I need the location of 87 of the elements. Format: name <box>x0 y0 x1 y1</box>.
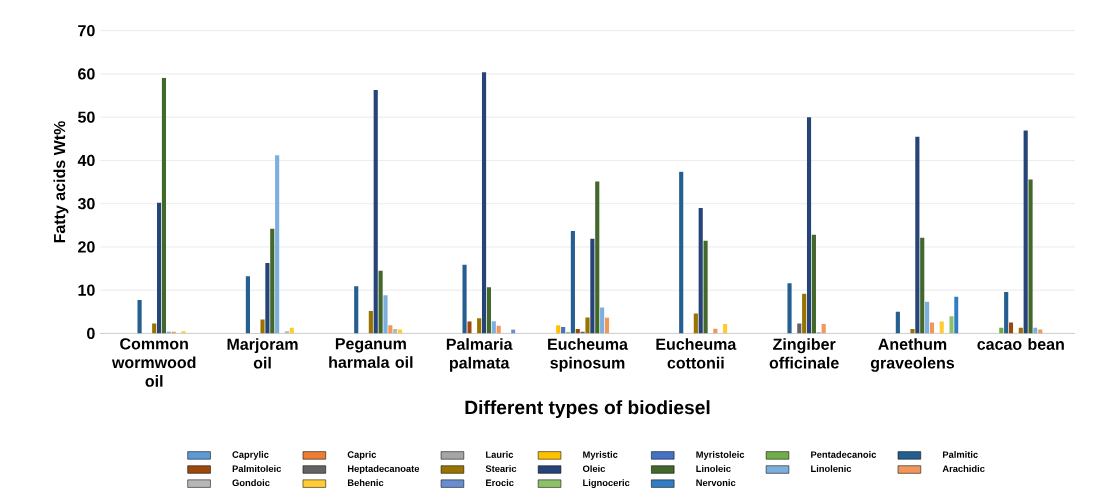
y-tick-label: 40 <box>77 154 95 167</box>
bar <box>570 230 575 334</box>
legend-label: Gondoic <box>232 479 270 487</box>
bar <box>915 136 920 334</box>
bar <box>481 72 487 334</box>
bar <box>245 276 250 334</box>
bar <box>698 207 703 334</box>
legend-label: Nervonic <box>696 479 736 487</box>
legend-label: Lignoceric <box>583 479 630 488</box>
bar <box>703 240 708 334</box>
y-tick-label: 50 <box>78 111 95 123</box>
bar <box>821 323 826 334</box>
legend-label: Linoleic <box>696 465 731 472</box>
bar <box>161 77 167 334</box>
x-tick-label: Anethum graveolens <box>870 338 955 372</box>
bar <box>895 311 900 334</box>
y-tick-label: 60 <box>78 68 95 80</box>
bar <box>1004 291 1009 334</box>
legend-label: Erocic <box>486 479 514 487</box>
x-tick-label: Eucheuma cottonii <box>656 338 737 369</box>
x-axis-title: Different types of biodiesel <box>465 400 710 419</box>
x-tick-label: Peganum harmala oil <box>329 338 413 368</box>
bar <box>477 318 482 334</box>
bar <box>806 117 812 334</box>
legend-label: Stearic <box>485 465 517 472</box>
legend-label: Oleic <box>582 465 606 472</box>
bar <box>491 321 496 334</box>
bar <box>693 313 698 334</box>
bar <box>590 238 595 334</box>
legend-label: Capric <box>347 450 377 460</box>
bar <box>378 270 383 334</box>
y-tick-label: 10 <box>78 284 95 296</box>
bar <box>802 293 807 334</box>
bar <box>556 325 561 334</box>
legend-label: Lauric <box>486 450 514 458</box>
bar <box>270 228 275 334</box>
bar <box>679 171 684 334</box>
bar <box>1023 130 1028 334</box>
x-tick-label: Common wormwood oil <box>111 338 196 387</box>
bar <box>260 319 265 334</box>
bar <box>797 323 802 334</box>
legend-label: Palmitic <box>942 450 978 458</box>
bar <box>925 301 930 334</box>
legend-label: Behenic <box>347 479 384 487</box>
x-tick-label: Eucheuma spinosum <box>548 338 629 372</box>
bar <box>585 317 590 334</box>
bar <box>486 287 491 334</box>
bar <box>595 181 600 334</box>
y-tick-label: 0 <box>87 327 95 340</box>
legend-label: Pentadecanoic <box>811 450 877 458</box>
bar <box>383 295 388 334</box>
bar <box>604 317 610 334</box>
bar <box>388 325 393 334</box>
bar <box>368 310 373 334</box>
bar <box>787 283 792 334</box>
legend-label: Myristoleic <box>696 450 745 460</box>
y-axis-title: Fatty acids Wt% <box>53 121 69 243</box>
bar <box>723 323 728 334</box>
bar <box>811 234 816 334</box>
y-tick-label: 20 <box>78 241 95 253</box>
y-tick-label: 30 <box>77 197 95 210</box>
x-tick-label: Palmaria palmata <box>446 338 513 372</box>
bar <box>373 89 378 334</box>
bar <box>600 307 605 334</box>
bar <box>265 262 270 334</box>
bar <box>1028 179 1033 334</box>
bar <box>152 323 157 334</box>
legend-label: Linolenic <box>811 465 852 472</box>
x-tick-label: Marjoram oil <box>227 338 298 369</box>
bar <box>181 331 186 334</box>
bar <box>275 155 280 334</box>
bar <box>949 316 954 334</box>
legend-label: Heptadecanoate <box>347 465 420 474</box>
bar <box>354 286 359 334</box>
legend-label: Myristic <box>583 450 618 460</box>
legend-label: Arachidic <box>942 465 985 472</box>
x-tick-label: cacao bean <box>977 338 1064 350</box>
bar <box>137 300 142 334</box>
legend-label: Palmitoleic <box>232 465 282 472</box>
x-tick-label: Zingiber officinale <box>769 338 839 369</box>
y-tick-label: 70 <box>78 24 95 37</box>
bar <box>920 237 925 334</box>
legend-label: Caprylic <box>232 450 269 460</box>
bar <box>954 296 959 334</box>
bar <box>462 264 467 334</box>
bar <box>910 329 915 334</box>
bar <box>157 202 162 334</box>
